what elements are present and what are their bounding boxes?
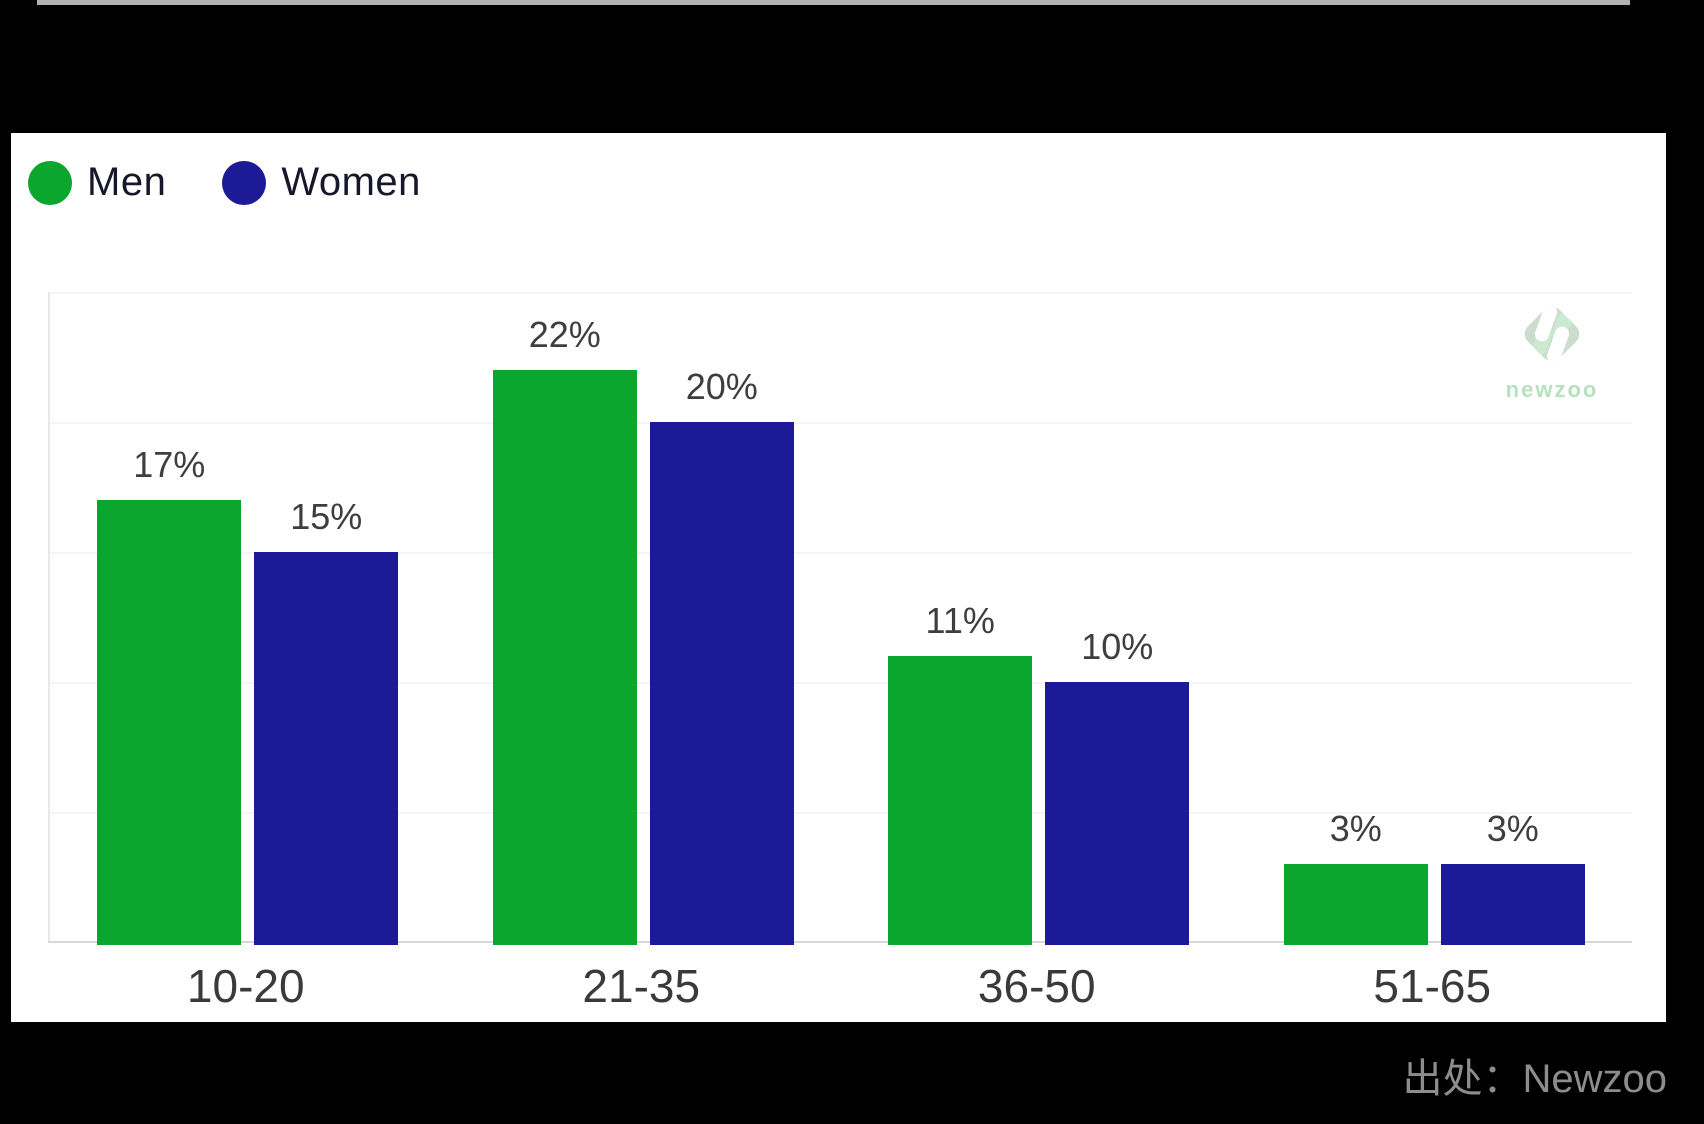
x-axis-label-51-65: 51-65	[1373, 960, 1492, 1012]
legend-item-men: Men	[28, 160, 166, 205]
top-edge-strip	[37, 0, 1630, 5]
x-axis-label-21-35: 21-35	[582, 960, 701, 1012]
source-caption: 出处：Newzoo	[1402, 1057, 1667, 1101]
plot-area: newzoo 17% 15% 22% 20% 11% 10% 3% 3%	[48, 292, 1632, 945]
value-label-women-10-20: 15%	[290, 496, 363, 537]
bar-men-21-35	[492, 370, 637, 945]
bar-women-36-50	[1045, 682, 1190, 945]
value-label-men-21-35: 22%	[528, 314, 601, 355]
bar-women-51-65	[1440, 864, 1585, 945]
women-legend-swatch-icon	[222, 160, 267, 205]
value-label-men-51-65: 3%	[1329, 808, 1382, 849]
value-label-women-36-50: 10%	[1081, 626, 1154, 667]
x-axis-label-36-50: 36-50	[977, 960, 1096, 1012]
gridline-10pct	[50, 682, 1632, 684]
men-legend-swatch-icon	[28, 160, 72, 205]
bar-women-21-35	[649, 422, 794, 945]
value-label-men-36-50: 11%	[925, 600, 995, 641]
chart-card: Men Women	[11, 133, 1666, 1022]
gridline-5pct	[50, 812, 1632, 814]
newzoo-watermark: newzoo	[1479, 298, 1625, 403]
gridline-15pct	[50, 552, 1632, 554]
x-axis-labels: 10-20 21-35 36-50 51-65	[48, 959, 1630, 1019]
x-axis-line	[48, 941, 1632, 943]
women-legend-label: Women	[281, 160, 421, 204]
x-axis-label-10-20: 10-20	[186, 960, 305, 1012]
bar-women-10-20	[254, 552, 399, 945]
chart-legend: Men Women	[28, 160, 421, 205]
gridline-25pct	[50, 292, 1632, 294]
bar-men-51-65	[1283, 864, 1428, 945]
legend-item-women: Women	[222, 160, 421, 205]
gridline-20pct	[50, 422, 1632, 424]
bar-men-36-50	[888, 656, 1033, 945]
newzoo-logo-text: newzoo	[1505, 377, 1599, 402]
bar-men-10-20	[97, 500, 242, 945]
newzoo-logo-icon	[1524, 304, 1580, 364]
value-label-women-21-35: 20%	[685, 366, 758, 407]
value-label-women-51-65: 3%	[1486, 808, 1539, 849]
value-label-men-10-20: 17%	[133, 444, 206, 485]
men-legend-label: Men	[87, 160, 167, 204]
